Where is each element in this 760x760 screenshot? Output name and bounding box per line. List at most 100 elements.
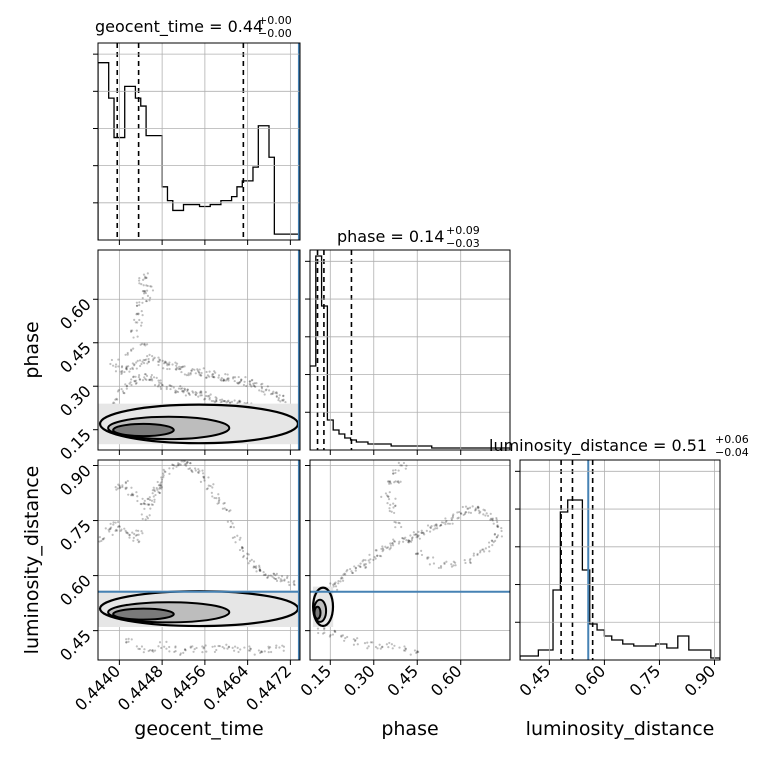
sample-point bbox=[137, 376, 140, 379]
sample-point bbox=[253, 382, 256, 385]
sample-point bbox=[393, 644, 396, 647]
sample-point bbox=[219, 398, 222, 402]
sample-point bbox=[127, 640, 130, 643]
sample-point bbox=[396, 480, 399, 484]
sample-point bbox=[151, 649, 154, 652]
sample-point bbox=[183, 463, 186, 466]
sample-point bbox=[119, 370, 122, 373]
sample-point bbox=[197, 471, 200, 475]
sample-point bbox=[149, 285, 152, 288]
xlabel-luminosity-distance: luminosity_distance bbox=[526, 718, 715, 740]
sample-point bbox=[175, 390, 178, 393]
sample-point bbox=[479, 551, 482, 554]
sample-point bbox=[364, 566, 368, 569]
sample-point bbox=[474, 508, 477, 511]
sample-point bbox=[428, 530, 432, 533]
sample-point bbox=[144, 344, 147, 347]
sample-point bbox=[145, 515, 148, 518]
sample-point bbox=[125, 367, 128, 370]
sample-point bbox=[170, 385, 173, 388]
sample-point bbox=[217, 376, 220, 379]
sample-point bbox=[199, 390, 202, 393]
sample-point bbox=[393, 540, 396, 543]
sample-point bbox=[119, 486, 122, 489]
sample-point bbox=[397, 461, 400, 464]
sample-point bbox=[229, 520, 233, 523]
sample-point bbox=[241, 546, 245, 550]
sample-point bbox=[359, 562, 362, 565]
axes-frame bbox=[97, 459, 301, 661]
sample-point bbox=[109, 528, 112, 531]
sample-point bbox=[140, 310, 143, 313]
sample-point bbox=[124, 383, 127, 386]
sample-point bbox=[189, 462, 192, 465]
sample-point bbox=[120, 528, 123, 531]
sample-point bbox=[145, 358, 148, 361]
sample-point bbox=[141, 290, 145, 293]
sample-point bbox=[203, 398, 206, 401]
sample-point bbox=[484, 547, 487, 550]
title-luminosity-distance-plus: +0.06 bbox=[715, 433, 749, 446]
sample-point bbox=[274, 391, 277, 395]
sample-point bbox=[186, 388, 189, 391]
sample-point bbox=[181, 390, 185, 393]
sample-point bbox=[147, 357, 150, 361]
sample-point bbox=[150, 503, 153, 506]
sample-point bbox=[159, 387, 163, 390]
sample-point bbox=[253, 565, 257, 569]
sample-point bbox=[469, 511, 473, 514]
sample-point bbox=[228, 401, 232, 404]
sample-point bbox=[346, 635, 349, 639]
sample-point bbox=[496, 525, 499, 528]
sample-point bbox=[214, 371, 217, 374]
sample-point bbox=[483, 550, 486, 553]
sample-point bbox=[356, 643, 359, 646]
sample-point bbox=[236, 401, 239, 404]
sample-point bbox=[434, 527, 437, 530]
sample-point bbox=[174, 650, 177, 653]
sample-point bbox=[352, 638, 355, 641]
sample-point bbox=[439, 566, 443, 569]
sample-point bbox=[457, 516, 460, 519]
xlabel-phase: phase bbox=[381, 718, 438, 740]
sample-point bbox=[404, 647, 408, 651]
sample-point bbox=[387, 495, 390, 498]
sample-point bbox=[339, 577, 343, 580]
sample-point bbox=[250, 385, 253, 388]
sample-point bbox=[159, 483, 163, 487]
sample-point bbox=[146, 294, 150, 297]
sample-point bbox=[138, 276, 141, 280]
sample-point bbox=[138, 378, 142, 381]
sample-point bbox=[238, 548, 242, 552]
sample-point bbox=[190, 469, 193, 472]
sample-point bbox=[269, 574, 272, 577]
sample-point bbox=[354, 638, 357, 642]
sample-point bbox=[171, 363, 174, 366]
sample-point bbox=[471, 505, 474, 508]
sample-point bbox=[484, 514, 487, 517]
sample-point bbox=[264, 389, 267, 392]
sample-point bbox=[275, 394, 278, 398]
sample-point bbox=[168, 384, 171, 387]
sample-point bbox=[492, 540, 495, 544]
sample-point bbox=[351, 571, 355, 575]
sample-point bbox=[198, 391, 201, 394]
sample-point bbox=[183, 387, 186, 390]
sample-point bbox=[131, 492, 134, 495]
sample-point bbox=[221, 645, 224, 649]
sample-point bbox=[136, 499, 139, 503]
sample-point bbox=[158, 491, 161, 495]
sample-point bbox=[274, 574, 277, 577]
sample-point bbox=[277, 576, 280, 579]
sample-point bbox=[143, 343, 146, 346]
sample-point bbox=[385, 643, 388, 646]
sample-point bbox=[225, 643, 228, 646]
sample-point bbox=[159, 382, 163, 385]
sample-point bbox=[292, 583, 296, 586]
sample-point bbox=[260, 383, 263, 386]
sample-point bbox=[125, 531, 128, 534]
sample-point bbox=[102, 538, 105, 541]
sample-point bbox=[344, 636, 347, 640]
sample-point bbox=[193, 368, 196, 371]
sample-point bbox=[148, 353, 151, 356]
